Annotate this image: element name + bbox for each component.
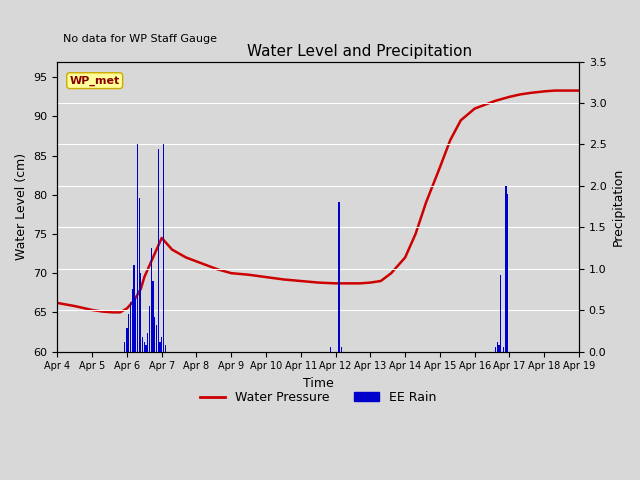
Text: No data for WP Staff Gauge: No data for WP Staff Gauge xyxy=(63,34,216,44)
Bar xyxy=(130,302,131,351)
Bar xyxy=(500,276,501,351)
Bar xyxy=(495,347,496,351)
Bar xyxy=(339,203,340,351)
Bar xyxy=(341,347,342,351)
Bar xyxy=(163,144,164,351)
Bar xyxy=(154,317,156,351)
Y-axis label: Water Level (cm): Water Level (cm) xyxy=(15,153,28,260)
Bar xyxy=(142,336,143,351)
Bar xyxy=(124,342,125,351)
Bar xyxy=(147,333,148,351)
Bar xyxy=(135,298,136,351)
Bar xyxy=(159,342,161,351)
Bar xyxy=(507,194,508,351)
Bar xyxy=(150,248,152,351)
Title: Water Level and Precipitation: Water Level and Precipitation xyxy=(247,44,472,59)
X-axis label: Time: Time xyxy=(303,377,333,390)
Bar xyxy=(506,186,507,351)
Bar xyxy=(137,144,138,351)
Bar xyxy=(128,314,129,351)
Bar xyxy=(161,336,163,351)
Bar xyxy=(152,281,154,351)
Text: WP_met: WP_met xyxy=(70,75,120,86)
Bar xyxy=(156,325,157,351)
Bar xyxy=(144,342,145,351)
Bar xyxy=(497,342,498,351)
Bar xyxy=(140,273,141,351)
Legend: Water Pressure, EE Rain: Water Pressure, EE Rain xyxy=(195,386,442,409)
Bar xyxy=(145,345,147,351)
Bar xyxy=(138,198,140,351)
Bar xyxy=(149,306,150,351)
Bar xyxy=(126,328,127,351)
Bar xyxy=(157,149,159,351)
Bar xyxy=(133,264,134,351)
Bar xyxy=(502,347,504,351)
Y-axis label: Precipitation: Precipitation xyxy=(612,168,625,246)
Bar xyxy=(164,345,166,351)
Bar xyxy=(499,345,500,351)
Bar xyxy=(330,347,331,351)
